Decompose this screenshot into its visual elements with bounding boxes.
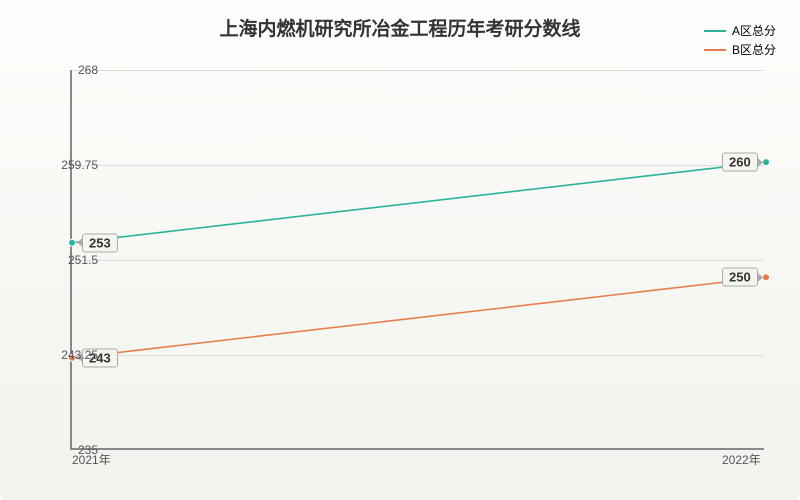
grid-line (72, 355, 764, 356)
grid-line (72, 70, 764, 71)
grid-line (72, 165, 764, 166)
data-point (69, 239, 76, 246)
y-tick-label: 235 (48, 443, 98, 457)
chart-container: 上海内燃机研究所冶金工程历年考研分数线 A区总分 B区总分 2021年2022年… (0, 0, 800, 500)
data-label: 250 (722, 268, 758, 287)
y-tick-label: 243.25 (48, 348, 98, 362)
series-line (72, 162, 766, 243)
legend-swatch-a (704, 30, 726, 32)
line-layer (72, 70, 764, 448)
series-line (72, 277, 766, 358)
legend-swatch-b (704, 49, 726, 51)
y-tick-label: 251.5 (48, 253, 98, 267)
grid-line (72, 260, 764, 261)
legend-label-b: B区总分 (732, 41, 776, 58)
legend-item-b: B区总分 (704, 41, 776, 58)
data-label: 253 (82, 233, 118, 252)
chart-title: 上海内燃机研究所冶金工程历年考研分数线 (219, 14, 580, 41)
y-tick-label: 268 (48, 63, 98, 77)
legend-label-a: A区总分 (732, 22, 776, 39)
data-point (763, 274, 770, 281)
data-label: 260 (722, 153, 758, 172)
legend-item-a: A区总分 (704, 22, 776, 39)
plot-area: 2021年2022年253260243250 (70, 70, 764, 450)
legend: A区总分 B区总分 (704, 22, 776, 60)
x-tick-label: 2022年 (722, 451, 761, 468)
y-tick-label: 259.75 (48, 158, 98, 172)
